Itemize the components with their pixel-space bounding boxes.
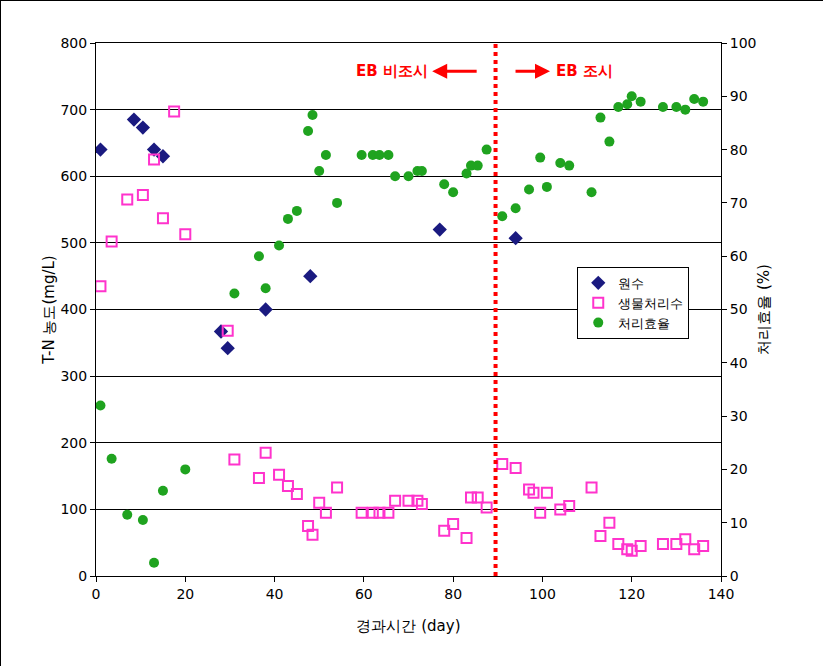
svg-text:80: 80 (730, 142, 748, 158)
svg-text:100: 100 (730, 35, 757, 51)
svg-text:EB 조시: EB 조시 (556, 62, 613, 80)
svg-text:140: 140 (708, 586, 735, 602)
svg-text:원수: 원수 (618, 276, 644, 291)
svg-text:120: 120 (618, 586, 645, 602)
svg-text:50: 50 (730, 301, 748, 317)
svg-text:800: 800 (60, 35, 87, 51)
svg-text:처리효율: 처리효율 (618, 316, 670, 331)
svg-text:0: 0 (92, 586, 101, 602)
svg-text:90: 90 (730, 88, 748, 104)
svg-text:0: 0 (730, 568, 739, 584)
svg-text:300: 300 (60, 368, 87, 384)
svg-text:생물처리수: 생물처리수 (618, 296, 683, 311)
svg-text:40: 40 (266, 586, 284, 602)
svg-text:경과시간 (day): 경과시간 (day) (356, 617, 460, 635)
svg-text:T-N 농도(mg/L): T-N 농도(mg/L) (40, 255, 58, 364)
svg-text:80: 80 (444, 586, 462, 602)
svg-text:10: 10 (730, 515, 748, 531)
svg-text:0: 0 (78, 568, 87, 584)
svg-text:20: 20 (730, 461, 748, 477)
svg-text:40: 40 (730, 355, 748, 371)
svg-text:EB 비조시: EB 비조시 (356, 62, 428, 80)
svg-text:100: 100 (529, 586, 556, 602)
svg-text:200: 200 (60, 435, 87, 451)
svg-text:700: 700 (60, 102, 87, 118)
svg-text:600: 600 (60, 168, 87, 184)
svg-text:400: 400 (60, 301, 87, 317)
svg-text:500: 500 (60, 235, 87, 251)
svg-text:처리효율 (%): 처리효율 (%) (755, 264, 773, 355)
svg-text:70: 70 (730, 195, 748, 211)
svg-text:60: 60 (730, 248, 748, 264)
svg-text:20: 20 (176, 586, 194, 602)
svg-text:60: 60 (355, 586, 373, 602)
svg-text:30: 30 (730, 408, 748, 424)
svg-text:100: 100 (60, 501, 87, 517)
